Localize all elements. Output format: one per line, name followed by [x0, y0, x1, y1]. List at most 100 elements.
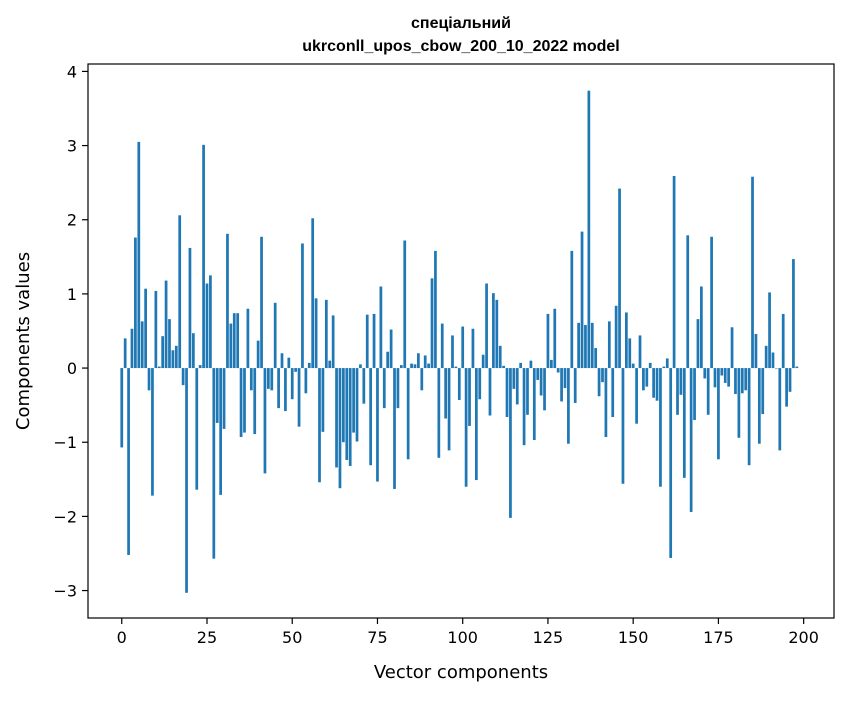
bar-component-73 [369, 368, 373, 466]
bar-component-147 [621, 368, 625, 484]
bar-component-127 [553, 308, 557, 369]
y-tick-label: 4 [67, 62, 77, 81]
bar-component-186 [754, 333, 758, 369]
bar-component-54 [304, 368, 308, 394]
bar-component-6 [140, 321, 144, 369]
bar-component-81 [396, 368, 400, 409]
bar-component-43 [267, 368, 270, 389]
bar-component-190 [768, 292, 771, 369]
bar-component-31 [226, 233, 229, 369]
x-tick-label: 25 [197, 628, 217, 647]
bar-component-172 [706, 368, 710, 415]
bar-component-96 [447, 368, 451, 451]
bar-component-94 [440, 323, 444, 369]
bar-component-67 [348, 368, 352, 466]
bar-component-122 [536, 368, 540, 380]
bar-component-36 [243, 368, 246, 433]
bar-component-194 [781, 313, 785, 369]
bar-component-38 [249, 368, 253, 391]
bar-component-75 [376, 368, 379, 482]
bar-component-144 [611, 368, 615, 418]
y-tick-label: −2 [53, 507, 77, 526]
bar-component-102 [468, 368, 471, 426]
bar-component-125 [546, 313, 550, 369]
y-axis-ticks: −3 −2 −1 0 1 2 3 4 [53, 62, 88, 601]
bar-component-20 [188, 247, 192, 369]
bar-component-51 [294, 368, 298, 372]
y-axis-label: Components values [13, 252, 34, 430]
bar-component-165 [682, 368, 686, 478]
bar-component-153 [642, 368, 645, 391]
bar-component-178 [727, 368, 731, 387]
bar-component-111 [498, 345, 502, 369]
bar-component-16 [174, 345, 178, 369]
bar-component-100 [461, 326, 465, 369]
x-tick-label: 75 [367, 628, 387, 647]
bar-component-138 [590, 322, 594, 369]
x-tick-label: 200 [788, 628, 819, 647]
bar-component-91 [430, 278, 434, 369]
chart-title-line-2: ukrconll_upos_cbow_200_10_2022 model [302, 38, 619, 55]
bar-component-152 [638, 335, 642, 369]
x-axis-ticks: 0 25 50 75 100 125 150 175 200 [117, 618, 819, 647]
y-tick-label: 0 [67, 359, 77, 378]
bar-component-1 [123, 338, 127, 369]
bar-component-23 [198, 365, 202, 369]
y-tick-label: 1 [67, 285, 77, 304]
bar-component-101 [464, 368, 468, 487]
bar-component-108 [488, 368, 492, 416]
bar-component-88 [420, 368, 424, 391]
bar-component-90 [427, 363, 430, 369]
bar-component-93 [437, 368, 441, 458]
bar-component-18 [181, 368, 185, 386]
bar-component-64 [338, 368, 342, 489]
bar-component-70 [359, 364, 362, 369]
bar-component-142 [604, 368, 608, 438]
bar-component-135 [580, 231, 584, 369]
bar-component-24 [202, 144, 205, 369]
bar-component-137 [587, 90, 591, 369]
bar-component-4 [134, 237, 137, 369]
bar-component-45 [273, 302, 277, 369]
bar-component-84 [406, 368, 410, 460]
bar-component-109 [492, 293, 495, 369]
bar-component-68 [352, 368, 355, 433]
bar-component-13 [164, 280, 168, 369]
bar-component-80 [393, 368, 396, 489]
bar-component-83 [403, 240, 407, 369]
bar-component-97 [451, 335, 454, 369]
bar-component-48 [284, 368, 287, 412]
chart-title-line-1: спеціальний [411, 15, 511, 32]
bar-component-41 [260, 236, 263, 369]
bar-component-49 [287, 357, 291, 369]
bar-component-124 [543, 368, 546, 411]
bar-component-139 [594, 348, 598, 369]
bar-component-2 [127, 368, 130, 555]
x-tick-label: 150 [618, 628, 649, 647]
x-tick-label: 125 [533, 628, 564, 647]
bar-component-188 [761, 368, 765, 415]
bar-component-159 [662, 366, 666, 369]
bar-component-87 [417, 353, 420, 369]
bar-component-50 [290, 368, 294, 400]
bar-component-146 [618, 188, 621, 369]
bar-component-150 [631, 363, 635, 369]
bar-component-42 [263, 368, 267, 474]
bar-component-154 [645, 368, 649, 387]
bar-component-191 [771, 352, 775, 369]
bar-component-155 [648, 362, 652, 369]
bar-component-193 [778, 368, 782, 451]
bar-component-156 [652, 368, 655, 398]
bar-component-161 [669, 368, 673, 558]
bar-component-163 [676, 368, 679, 415]
bar-component-79 [389, 329, 393, 369]
bar-component-32 [229, 323, 233, 369]
bar-component-52 [297, 368, 301, 427]
bar-component-17 [178, 215, 182, 369]
bar-component-184 [747, 368, 751, 466]
y-tick-label: 2 [67, 211, 77, 230]
bar-component-173 [710, 236, 713, 369]
bar-component-198 [795, 366, 799, 369]
bar-component-46 [277, 368, 280, 409]
bar-component-9 [151, 368, 154, 496]
